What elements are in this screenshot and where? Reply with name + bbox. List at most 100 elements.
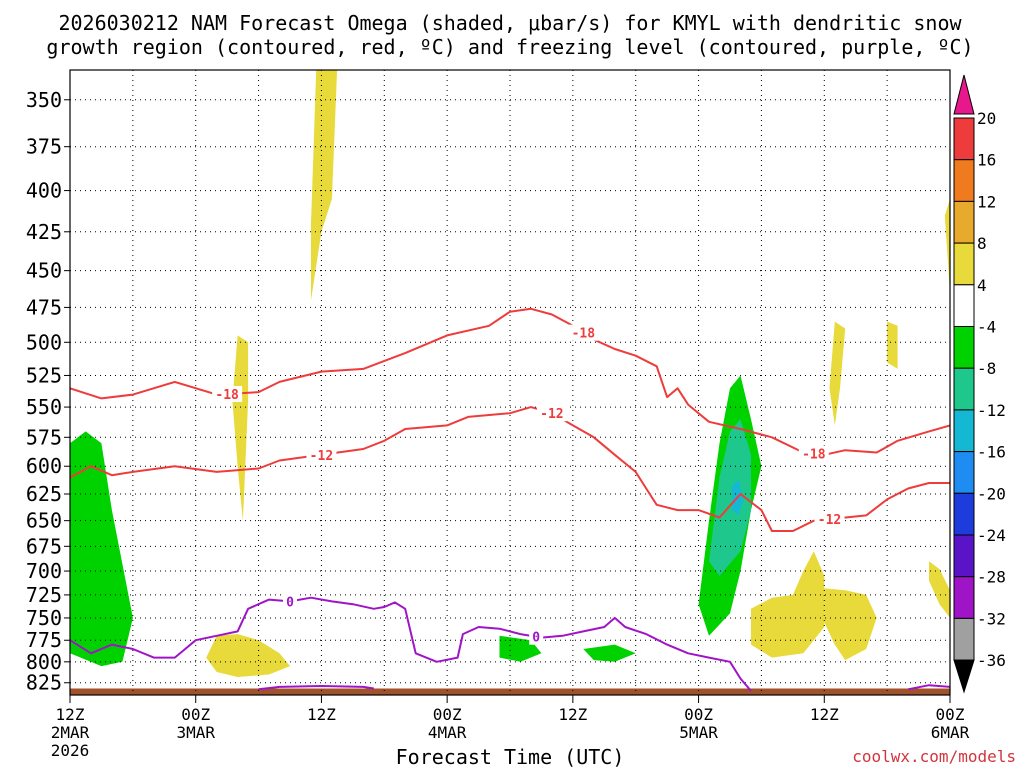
x-tick-label-36-0: 00Z — [433, 705, 462, 724]
x-tick-label-0-0: 12Z — [56, 705, 85, 724]
x-tick-label-60-1: 5MAR — [679, 723, 718, 742]
y-tick-label-375: 375 — [26, 135, 62, 159]
colorbar-bottom-arrow — [953, 659, 975, 694]
x-tick-label-0-1: 2MAR — [51, 723, 90, 742]
colorbar-label-1: 16 — [977, 151, 996, 170]
x-axis-label: Forecast Time (UTC) — [396, 745, 625, 768]
colorbar-label-3: 8 — [977, 234, 987, 253]
y-tick-label-400: 400 — [26, 179, 62, 203]
terrain-band — [70, 688, 950, 695]
contour-label-dendritic_minus12-1: -12 — [540, 407, 563, 422]
contour-label-bg-dendritic_minus18-1 — [568, 324, 599, 341]
colorbar-label-5: -4 — [977, 318, 996, 337]
contour-label-bg-freezing_0-0 — [283, 593, 297, 610]
omega-region-16 — [829, 321, 846, 426]
contour-labels: -18 -18 -18 -12 -12 -12 0 0 — [212, 324, 845, 646]
x-tick-label-36-1: 4MAR — [428, 723, 467, 742]
y-tick-label-425: 425 — [26, 220, 62, 244]
omega-region-8 — [709, 419, 751, 576]
contour-label-bg-dendritic_minus12-0 — [306, 446, 337, 463]
contour-freezing_0_low — [258, 685, 374, 691]
colorbar-swatch-4 — [953, 284, 975, 327]
x-tick-label-60-0: 00Z — [684, 705, 713, 724]
credit-text[interactable]: coolwx.com/models — [852, 747, 1016, 766]
contour-label-bg-dendritic_minus18-2 — [798, 445, 829, 462]
y-axis: 350 375 400 425 450 475 500 525 550 575 600 625 6506… — [26, 88, 70, 695]
omega-region-14 — [751, 551, 825, 658]
contour-label-bg-dendritic_minus12-1 — [536, 405, 567, 422]
colorbar-swatch-12 — [953, 617, 975, 661]
contour-label-bg-freezing_0-1 — [529, 628, 544, 645]
y-tick-label-350: 350 — [26, 88, 62, 112]
contour-label-dendritic_minus18-1: -18 — [572, 327, 596, 342]
contour-label-dendritic_minus18-0: -18 — [215, 388, 239, 403]
contour-label-bg-dendritic_minus18-0 — [212, 385, 243, 402]
colorbar-swatch-5 — [953, 326, 975, 369]
y-tick-label-750: 750 — [26, 606, 62, 630]
colorbar-swatch-8 — [953, 451, 975, 494]
colorbar-label-7: -12 — [977, 401, 1006, 420]
y-tick-label-600: 600 — [26, 454, 62, 478]
colorbar-label-11: -28 — [977, 568, 1006, 587]
y-tick-label-700: 700 — [26, 559, 62, 583]
x-tick-label-72-0: 12Z — [810, 705, 839, 724]
omega-region-15 — [824, 588, 877, 661]
colorbar-swatch-2 — [953, 200, 975, 244]
colorbar-label-12: -32 — [977, 609, 1006, 628]
colorbar-label-9: -20 — [977, 484, 1006, 503]
colorbar-label-0: 20 — [977, 109, 996, 128]
y-tick-label-500: 500 — [26, 330, 62, 354]
contour-freezing_0 — [70, 596, 752, 692]
y-tick-label-575: 575 — [26, 425, 62, 449]
y-tick-label-800: 800 — [26, 650, 62, 674]
colorbar-swatch-1 — [953, 159, 975, 202]
omega-region-1 — [70, 431, 133, 667]
contour-dendritic_minus12 — [70, 406, 950, 532]
omega-region-19 — [929, 561, 950, 618]
colorbar-swatch-10 — [953, 534, 975, 578]
colorbar-label-2: 12 — [977, 192, 996, 211]
colorbar-swatch-6 — [953, 367, 975, 411]
omega-region-5 — [583, 644, 636, 662]
colorbar-swatch-11 — [953, 576, 975, 619]
colorbar-top-arrow — [953, 74, 975, 115]
omega-region-10 — [677, 311, 689, 343]
contour-label-freezing_0-1: 0 — [532, 631, 540, 646]
gridlines — [69, 70, 951, 695]
x-tick-label-84-1: 6MAR — [931, 723, 970, 742]
y-tick-label-450: 450 — [26, 259, 62, 283]
chart-title-line1: 2026030212 NAM Forecast Omega (shaded, μ… — [58, 11, 962, 35]
colorbar-swatch-7 — [953, 409, 975, 453]
chart-title-line2: growth region (contoured, red, ºC) and f… — [46, 35, 973, 59]
omega-shading-layer — [70, 70, 950, 695]
x-tick-label-24-0: 12Z — [307, 705, 336, 724]
omega-region-12 — [232, 335, 249, 521]
colorbar-swatch-9 — [953, 492, 975, 536]
y-tick-label-825: 825 — [26, 671, 62, 695]
x-tick-label-12-1: 3MAR — [176, 723, 215, 742]
omega-region-17 — [887, 321, 898, 369]
contour-label-bg-dendritic_minus12-2 — [814, 511, 845, 528]
y-tick-label-650: 650 — [26, 509, 62, 533]
colorbar: 20 16 12 8 4 -4 -8 -12 -16 -20 -24 -28 -32 -36 — [953, 74, 1006, 694]
y-tick-label-550: 550 — [26, 395, 62, 419]
colorbar-label-8: -16 — [977, 443, 1006, 462]
colorbar-swatch-0 — [953, 117, 975, 161]
contour-freezing_0_right — [907, 684, 950, 691]
colorbar-label-10: -24 — [977, 526, 1006, 545]
y-tick-label-775: 775 — [26, 628, 62, 652]
colorbar-label-4: 4 — [977, 276, 987, 295]
contour-label-dendritic_minus12-0: -12 — [310, 449, 333, 464]
omega-region-18 — [944, 199, 950, 293]
omega-region-13 — [206, 634, 290, 677]
plot-frame — [69, 69, 951, 696]
colorbar-label-6: -8 — [977, 359, 996, 378]
contour-label-dendritic_minus12-2: -12 — [818, 513, 841, 528]
x-tick-label-0-2: 2026 — [51, 741, 90, 760]
y-tick-label-675: 675 — [26, 534, 62, 558]
x-tick-label-12-0: 00Z — [181, 705, 210, 724]
contour-label-freezing_0-0: 0 — [286, 595, 294, 610]
contour-label-dendritic_minus18-2: -18 — [802, 448, 826, 463]
